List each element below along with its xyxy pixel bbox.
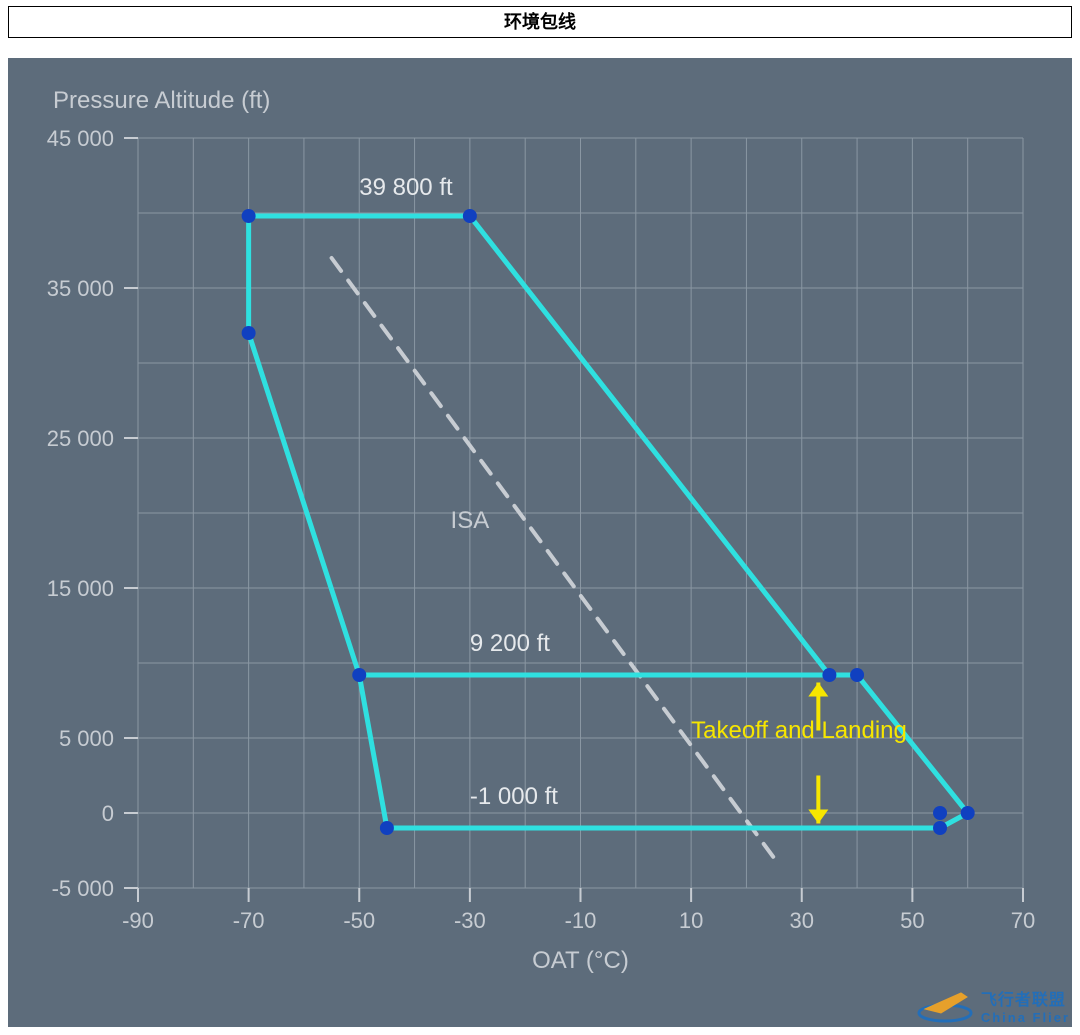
envelope-vertex	[961, 806, 975, 820]
envelope-vertex	[850, 668, 864, 682]
watermark-text-bottom: China Flier	[981, 1010, 1070, 1025]
y-tick-label: 15 000	[47, 576, 114, 601]
x-tick-label: -70	[233, 908, 265, 933]
envelope-vertex	[463, 209, 477, 223]
chart-container: -90 -70 -50 -30 -10 10 30 50 70 -5 000 0 5 000 15 00…	[8, 58, 1072, 1027]
envelope-vertex	[242, 326, 256, 340]
envelope-vertex	[822, 668, 836, 682]
label-39800: 39 800 ft	[359, 174, 453, 201]
isa-label: ISA	[451, 507, 490, 534]
y-tick-label: 25 000	[47, 426, 114, 451]
y-tick-label: 45 000	[47, 126, 114, 151]
envelope-vertex	[352, 668, 366, 682]
y-tick-label: 35 000	[47, 276, 114, 301]
takeoff-landing-label: Takeoff and Landing	[691, 717, 907, 744]
chart-title: 环境包线	[504, 12, 576, 32]
watermark-logo-icon	[915, 985, 975, 1025]
envelope-vertex	[933, 821, 947, 835]
x-axis-title: OAT (°C)	[532, 947, 629, 974]
y-axis-title: Pressure Altitude (ft)	[53, 87, 270, 114]
envelope-vertex	[380, 821, 394, 835]
x-tick-label: 10	[679, 908, 703, 933]
y-tick-label: 0	[102, 801, 114, 826]
x-tick-label: 70	[1011, 908, 1035, 933]
y-tick-label: -5 000	[52, 876, 114, 901]
x-tick-label: -90	[122, 908, 154, 933]
x-tick-label: -30	[454, 908, 486, 933]
x-tick-label: 50	[900, 908, 924, 933]
label-9200: 9 200 ft	[470, 630, 550, 657]
envelope-chart: -90 -70 -50 -30 -10 10 30 50 70 -5 000 0 5 000 15 00…	[8, 58, 1072, 1027]
x-tick-label: 30	[790, 908, 814, 933]
label-neg-1000: -1 000 ft	[470, 783, 558, 810]
watermark-text-top: 飞行者联盟	[981, 986, 1070, 1010]
watermark: 飞行者联盟 China Flier	[915, 985, 1070, 1025]
y-tick-label: 5 000	[59, 726, 114, 751]
x-tick-label: -50	[343, 908, 375, 933]
envelope-vertex	[242, 209, 256, 223]
chart-title-bar: 环境包线	[8, 6, 1072, 38]
x-tick-label: -10	[565, 908, 597, 933]
envelope-vertex	[933, 806, 947, 820]
